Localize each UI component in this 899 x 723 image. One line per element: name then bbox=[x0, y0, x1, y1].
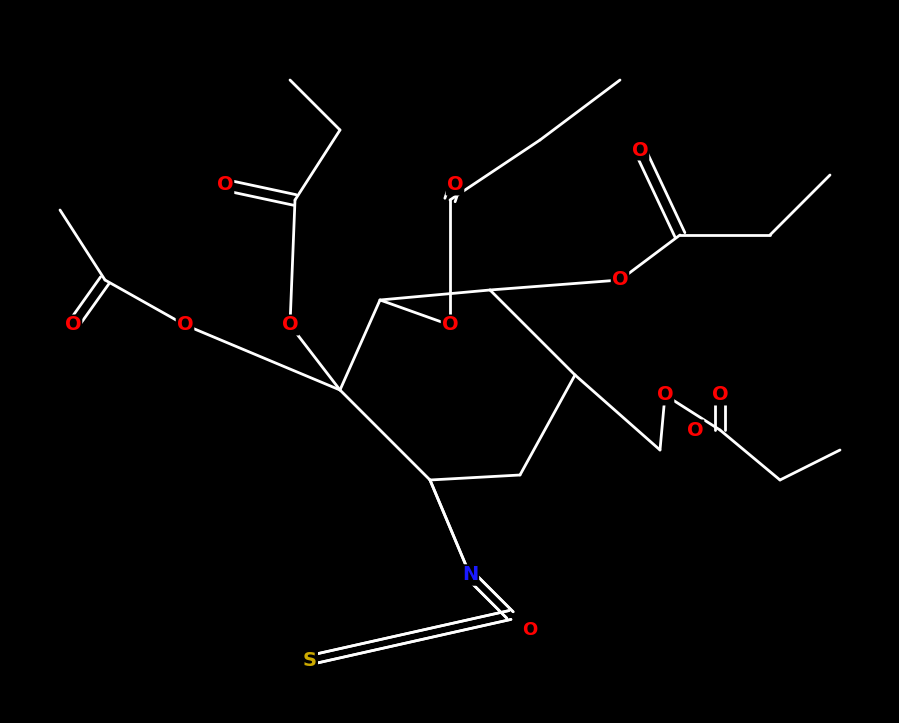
Text: O: O bbox=[447, 176, 463, 194]
Text: O: O bbox=[656, 385, 673, 404]
Text: S: S bbox=[303, 651, 317, 669]
Text: O: O bbox=[217, 176, 234, 194]
Text: N: N bbox=[462, 565, 478, 584]
Text: O: O bbox=[712, 385, 728, 404]
Text: O: O bbox=[522, 621, 538, 639]
Text: O: O bbox=[281, 315, 298, 335]
Text: O: O bbox=[441, 315, 458, 335]
Text: O: O bbox=[177, 315, 193, 335]
Text: O: O bbox=[632, 140, 648, 160]
Text: S: S bbox=[303, 651, 317, 669]
Text: O: O bbox=[65, 315, 81, 335]
Text: O: O bbox=[611, 270, 628, 289]
Text: N: N bbox=[462, 565, 478, 584]
Text: O: O bbox=[687, 421, 703, 440]
